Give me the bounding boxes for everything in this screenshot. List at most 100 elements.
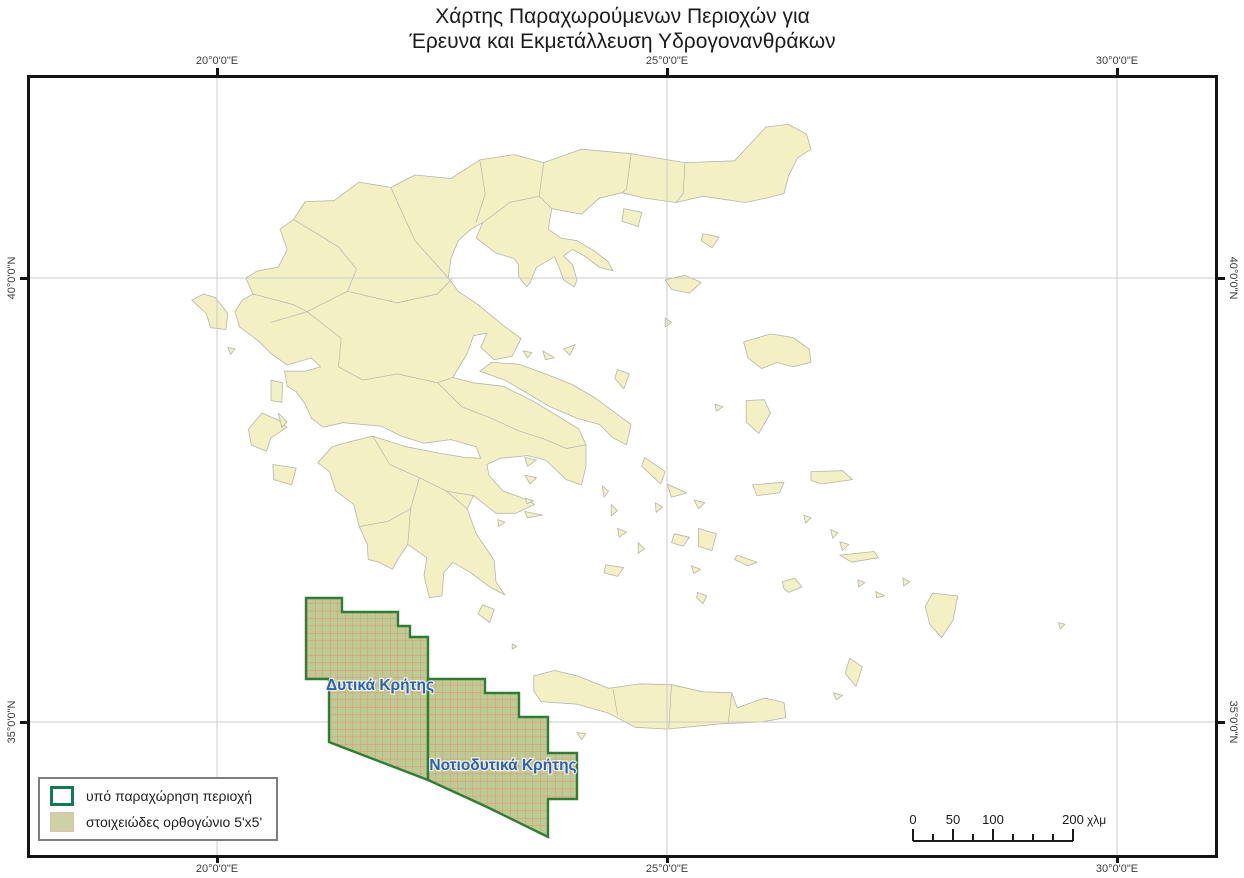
land-alonissos	[563, 344, 576, 356]
land-lemnos	[664, 274, 702, 294]
land-paxoi	[227, 346, 236, 355]
land-lefkada	[270, 379, 284, 403]
land-ios	[690, 565, 701, 575]
concession-block-0	[304, 596, 430, 782]
tick-left-40	[20, 276, 27, 280]
land-kythnos	[610, 504, 618, 517]
legend-label-concession: υπό παραχώρηση περιοχή	[86, 788, 253, 804]
land-paros	[671, 533, 690, 547]
land-tilos	[875, 591, 886, 599]
land-mainland-and-peloponnese	[234, 124, 812, 599]
admin-border-16	[727, 692, 733, 723]
land-chios	[745, 399, 771, 434]
tick-bottom-30	[1115, 856, 1119, 863]
lat-label-right-40: 40°0'0"N	[1227, 256, 1239, 300]
land-kefalonia	[248, 412, 288, 452]
land-samothrace	[700, 233, 720, 249]
lon-label-bottom-20: 20°0'0"E	[195, 863, 239, 875]
land-zakynthos	[272, 464, 297, 486]
land-karpathos	[844, 657, 863, 687]
land-tinos	[666, 483, 688, 498]
land-kastellorizo	[1058, 622, 1066, 630]
scale-label-0: 0	[909, 812, 916, 827]
legend-label-grid-cell: στοιχειώδες ορθογώνιο 5'x5'	[86, 814, 263, 830]
land-kasos	[833, 692, 843, 701]
land-skiathos	[522, 350, 533, 359]
scale-bar: 0 50 100 200 χλμ	[909, 812, 1106, 842]
land-mykonos	[693, 499, 706, 510]
map-title-line2: Έρευνα και Εκμετάλλευση Υδρογονανθράκων	[409, 30, 836, 53]
admin-border-18	[482, 195, 540, 224]
land-samos	[810, 470, 853, 485]
land-serifos	[617, 528, 627, 538]
land-milos	[603, 564, 625, 577]
land-ikaria	[752, 481, 785, 496]
lat-label-left-35: 35°0'0"N	[6, 700, 18, 744]
scale-label-50: 50	[946, 812, 960, 827]
land-thasos	[621, 208, 643, 227]
land-skyros	[614, 369, 630, 390]
admin-border-0	[293, 219, 357, 292]
land-naxos	[698, 528, 717, 551]
lon-label-top-25: 25°0'0"E	[645, 55, 689, 67]
legend: υπό παραχώρηση περιοχή στοιχειώδες ορθογ…	[38, 777, 278, 841]
admin-border-12	[359, 508, 411, 527]
land-kythera	[477, 604, 495, 623]
block-label-0: Δυτικά Κρήτης	[326, 677, 434, 694]
land-santorini	[696, 592, 707, 605]
land-lesbos	[743, 333, 812, 369]
admin-border-15	[668, 684, 672, 729]
admin-border-4	[475, 159, 486, 223]
tick-bottom-20	[215, 856, 219, 863]
concession-block-1	[426, 677, 579, 839]
lon-label-bottom-25: 25°0'0"E	[645, 863, 689, 875]
admin-border-9	[437, 382, 587, 449]
land-ithaki	[277, 412, 288, 428]
map-title: Χάρτης Παραχωρούμενων Περιοχών για Έρευν…	[30, 4, 1215, 54]
land-gavdos	[576, 732, 587, 741]
admin-border-13	[446, 490, 474, 496]
tick-bottom-25	[665, 856, 669, 863]
map-title-line1: Χάρτης Παραχωρούμενων Περιοχών για	[435, 5, 810, 28]
legend-row-concession: υπό παραχώρηση περιοχή	[50, 786, 266, 806]
land-poros	[525, 497, 535, 504]
land-euboea	[479, 362, 632, 446]
admin-border-7	[675, 162, 686, 203]
tick-top-20	[215, 68, 219, 75]
map-canvas: Δυτικά Κρήτης Νοτιοδυτικά Κρήτης	[30, 78, 1215, 855]
tick-left-35	[20, 720, 27, 724]
land-kos	[839, 551, 879, 563]
admin-border-6	[621, 153, 632, 194]
tick-right-35	[1218, 720, 1225, 724]
land-psara	[714, 403, 724, 412]
land-spetses	[497, 519, 506, 527]
land-leros	[830, 528, 839, 539]
land-aegina	[524, 474, 537, 485]
land-rhodes	[924, 592, 959, 638]
lat-label-right-35: 35°0'0"N	[1227, 700, 1239, 744]
lon-label-bottom-30: 30°0'0"E	[1095, 863, 1139, 875]
lon-label-top-30: 30°0'0"E	[1095, 55, 1139, 67]
admin-border-14	[612, 689, 618, 715]
land-andros	[641, 457, 666, 485]
land-hydra	[524, 511, 544, 519]
land-antikythera	[511, 643, 518, 650]
admin-border-2	[347, 277, 454, 304]
lon-label-top-20: 20°0'0"E	[195, 55, 239, 67]
grid-cell-swatch	[50, 812, 74, 832]
sea	[30, 78, 1215, 855]
tick-top-30	[1115, 68, 1119, 75]
lat-label-left-40: 40°0'0"N	[6, 256, 18, 300]
tick-top-25	[665, 68, 669, 75]
land-syros	[654, 502, 663, 513]
land-salamina	[524, 457, 537, 467]
land-sifnos	[637, 542, 645, 554]
land-nisyros	[857, 579, 866, 588]
tick-right-40	[1218, 276, 1225, 280]
land-symi	[902, 577, 911, 587]
land-kea	[601, 485, 609, 498]
land-crete	[533, 670, 787, 730]
land-patmos	[803, 514, 812, 524]
land-kalymnos	[839, 541, 850, 551]
admin-border-17	[252, 293, 308, 313]
